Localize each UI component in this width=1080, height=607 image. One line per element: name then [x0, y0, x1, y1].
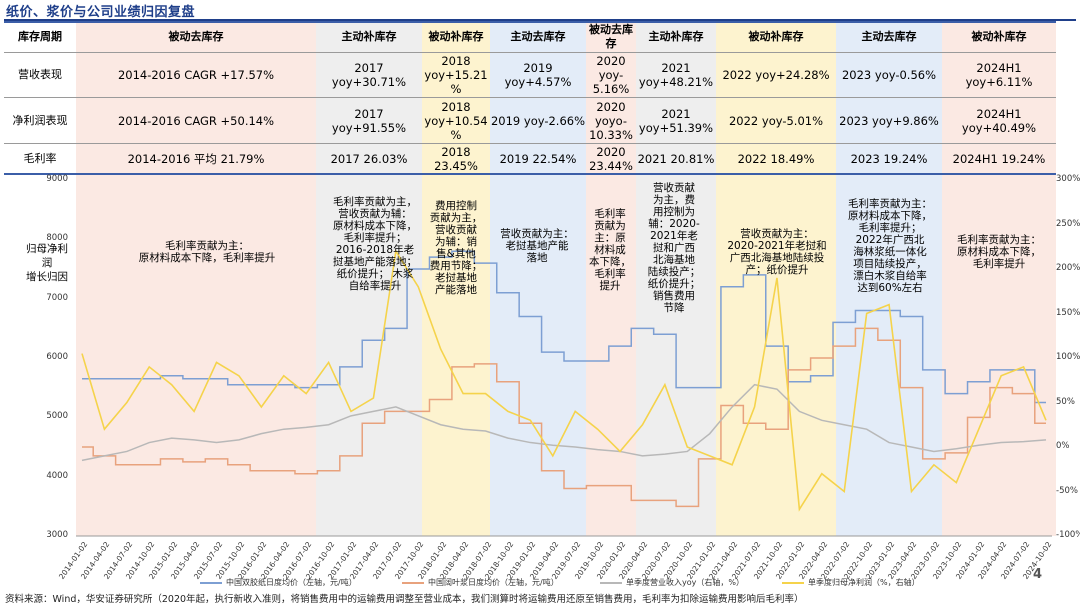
legend-label: 中国双胶纸日度均价（左轴，元/吨）	[226, 578, 357, 587]
table-cell: 2014-2016 平均 21.79%	[127, 151, 265, 166]
y-right-tick-label: -50%	[1056, 485, 1078, 496]
legend-label: 单季度营业收入yoy（右轴，%）	[626, 578, 744, 587]
y-right-tick-label: 100%	[1056, 352, 1080, 362]
table-cell: 2023 yoy+9.86%	[839, 113, 939, 128]
table-cell: 2023 yoy-0.56%	[841, 68, 937, 82]
table-cell: 2024H1 yoy+40.49%	[961, 106, 1037, 135]
y-right-tick-label: 250%	[1056, 218, 1080, 229]
cycle-header: 主动补库存	[648, 30, 704, 43]
y-left-tick-label: 4000	[46, 470, 68, 481]
table-line	[4, 173, 1056, 175]
row-label: 营收表现	[18, 68, 62, 81]
table-cell: 2023 19.24%	[850, 151, 928, 166]
table-cell: 2021 20.81%	[637, 151, 715, 166]
table-cell: 2021 yoy+48.21%	[638, 61, 714, 89]
legend-pulp: 中国阔叶浆日度均价（左轴，元/吨）	[402, 577, 559, 588]
y-left-tick-label: 3000	[46, 530, 68, 540]
cycle-header: 被动补库存	[971, 30, 1027, 43]
table-cell: 2018 23.45%	[434, 144, 478, 173]
annotation-text: 毛利率贡献为主：原材料成本下降，毛利率提升	[138, 240, 276, 264]
legend-paper: 中国双胶纸日度均价（左轴，元/吨）	[200, 577, 357, 588]
legend-swatch	[782, 581, 804, 584]
table-line	[4, 143, 1056, 144]
cycle-header: 被动去库存	[168, 30, 224, 43]
table-cell: 2022 yoy+24.28%	[722, 68, 830, 82]
table-cell: 2019 yoy-2.66%	[490, 113, 586, 128]
cycle-header: 被动补库存	[748, 30, 804, 43]
y-right-tick-label: 0%	[1056, 441, 1070, 451]
cycle-header: 被动去库存	[589, 23, 633, 50]
annotation-text: 营收贡献为主： 2020-2021年老挝和 广西北海基地陆续投 产；纸价提升	[727, 228, 827, 276]
table-cell: 2019 22.54%	[499, 151, 577, 166]
table-cell: 2020 yoy- 5.16%	[592, 54, 630, 96]
table-line	[4, 97, 1056, 98]
annotation-text: 营收贡献为主： 老挝基地产能 落地	[500, 228, 574, 264]
cycle-header: 主动去库存	[510, 30, 566, 43]
table-cell: 2014-2016 CAGR +50.14%	[117, 113, 275, 128]
table-cell: 2024H1 19.24%	[952, 151, 1046, 166]
y-left-tick-label: 9000	[46, 174, 68, 184]
cycle-header: 主动补库存	[341, 30, 397, 43]
page-title: 纸价、浆价与公司业绩归因复盘	[6, 5, 196, 20]
legend-swatch	[600, 581, 622, 584]
table-cell: 2017 yoy+91.55%	[331, 106, 407, 135]
table-cell: 2020 yoyo- 10.33%	[589, 99, 633, 142]
legend-swatch	[200, 581, 222, 584]
row-header-cycle: 库存周期	[18, 30, 62, 43]
annotation-text: 毛利率贡献为主：原材料成本下降，毛利率提升	[589, 208, 631, 292]
table-cell: 2021 yoy+51.39%	[638, 106, 714, 135]
y-right-tick-label: -100%	[1056, 530, 1080, 540]
table-cell: 2018 yoy+15.21%	[424, 54, 488, 96]
title-underline	[4, 19, 1076, 21]
table-cell: 2017 26.03%	[330, 151, 408, 166]
cycle-header: 被动补库存	[428, 30, 484, 43]
table-cell: 2022 18.49%	[737, 151, 815, 166]
row-label: 净利润表现	[12, 113, 68, 127]
annotation-text: 营收贡献 为主，费 用控制为 辅：2020- 2021年老 挝和广西 北海基地 陆续投产； 纸价…	[647, 182, 701, 314]
source-note: 资料来源：Wind，华安证券研究所（2020年起，执行新收入准则，将销售费用中的…	[5, 594, 804, 605]
legend-swatch	[402, 581, 424, 584]
annotation-text: 费用控制 贡献为主， 营收贡献 为辅：销 售&其他 费用节降； 老挝基地 产能落地	[429, 200, 483, 296]
y-axis-title: 归母净利润 增长归因	[26, 243, 68, 283]
annotation-text: 毛利率贡献为主： 原材料成本下降， 毛利率提升； 2022年广西北 海林浆纸一体化 项目陆…	[848, 198, 932, 294]
legend-label: 单季度归母净利润（%，右轴）	[808, 578, 920, 587]
table-cell: 2024H1 yoy+6.11%	[965, 61, 1033, 89]
legend-revenue: 单季度营业收入yoy（右轴，%）	[600, 577, 744, 588]
cycle-header: 主动去库存	[861, 30, 917, 43]
page-number: 4	[1033, 567, 1043, 582]
row-label: 毛利率	[23, 151, 57, 165]
y-left-tick-label: 6000	[46, 352, 68, 362]
table-cell: 2018 yoy+10.54%	[424, 99, 488, 142]
annotation-text: 毛利率贡献为主， 营收贡献为辅： 原材料成本下降， 毛利率提升； 2016-2018年老…	[333, 196, 417, 292]
legend-label: 中国阔叶浆日度均价（左轴，元/吨）	[428, 578, 559, 587]
y-right-tick-label: 50%	[1056, 396, 1075, 407]
annotation-text: 毛利率贡献为主：原材料成本下降，毛利率提升	[957, 234, 1041, 270]
table-cell: 2022 yoy-5.01%	[728, 113, 824, 128]
y-left-tick-label: 5000	[46, 411, 68, 422]
y-left-tick-label: 7000	[46, 292, 68, 303]
legend-profit: 单季度归母净利润（%，右轴）	[782, 577, 920, 588]
table-cell: 2020 23.44%	[589, 144, 633, 173]
y-right-tick-label: 200%	[1056, 263, 1080, 273]
y-right-tick-label: 300%	[1056, 174, 1080, 184]
table-cell: 2017 yoy+30.71%	[331, 61, 407, 89]
table-line	[4, 52, 1056, 53]
y-right-tick-label: 150%	[1056, 307, 1080, 318]
table-cell: 2019 yoy+4.57%	[504, 61, 572, 89]
table-cell: 2014-2016 CAGR +17.57%	[117, 68, 275, 82]
y-left-tick-label: 8000	[46, 233, 68, 244]
table-line	[4, 21, 1056, 23]
